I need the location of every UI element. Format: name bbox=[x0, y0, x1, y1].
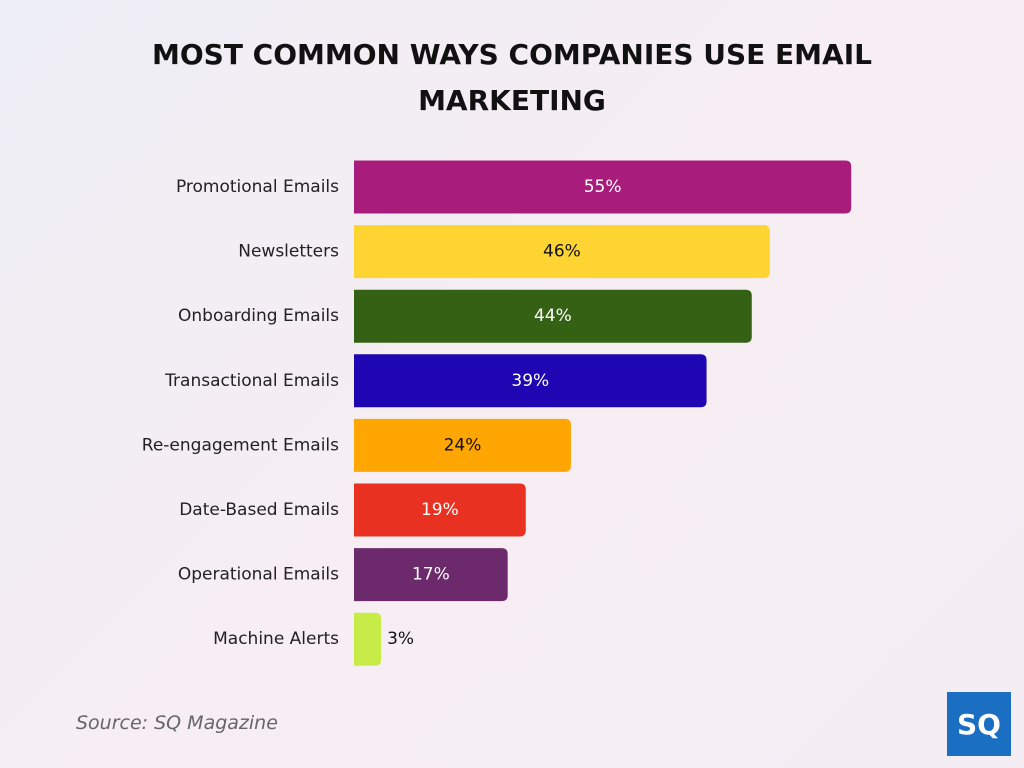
category-label: Transactional Emails bbox=[164, 371, 339, 391]
logo: SQ bbox=[947, 692, 1011, 756]
bar bbox=[354, 160, 852, 214]
category-label: Machine Alerts bbox=[213, 629, 339, 649]
bar bbox=[354, 354, 707, 408]
value-label: 24% bbox=[444, 435, 482, 455]
bar bbox=[354, 612, 382, 666]
value-label: 19% bbox=[421, 500, 459, 520]
value-label: 39% bbox=[511, 371, 549, 391]
category-label: Onboarding Emails bbox=[178, 306, 339, 326]
category-label: Promotional Emails bbox=[176, 177, 339, 197]
value-label: 3% bbox=[387, 629, 414, 649]
bar bbox=[354, 483, 526, 537]
value-label: 55% bbox=[584, 177, 622, 197]
bar bbox=[354, 418, 571, 472]
value-label: 44% bbox=[534, 306, 572, 326]
chart-title: MOST COMMON WAYS COMPANIES USE EMAIL MAR… bbox=[152, 38, 872, 117]
category-label: Date-Based Emails bbox=[179, 500, 339, 520]
bar bbox=[354, 289, 752, 343]
value-label: 46% bbox=[543, 242, 581, 262]
bar bbox=[354, 548, 508, 602]
source: Source: SQ Magazine bbox=[76, 712, 278, 734]
category-label: Re-engagement Emails bbox=[142, 435, 339, 455]
category-label: Operational Emails bbox=[178, 565, 339, 585]
bar bbox=[354, 225, 770, 279]
category-label: Newsletters bbox=[238, 242, 339, 262]
value-label: 17% bbox=[412, 565, 450, 585]
